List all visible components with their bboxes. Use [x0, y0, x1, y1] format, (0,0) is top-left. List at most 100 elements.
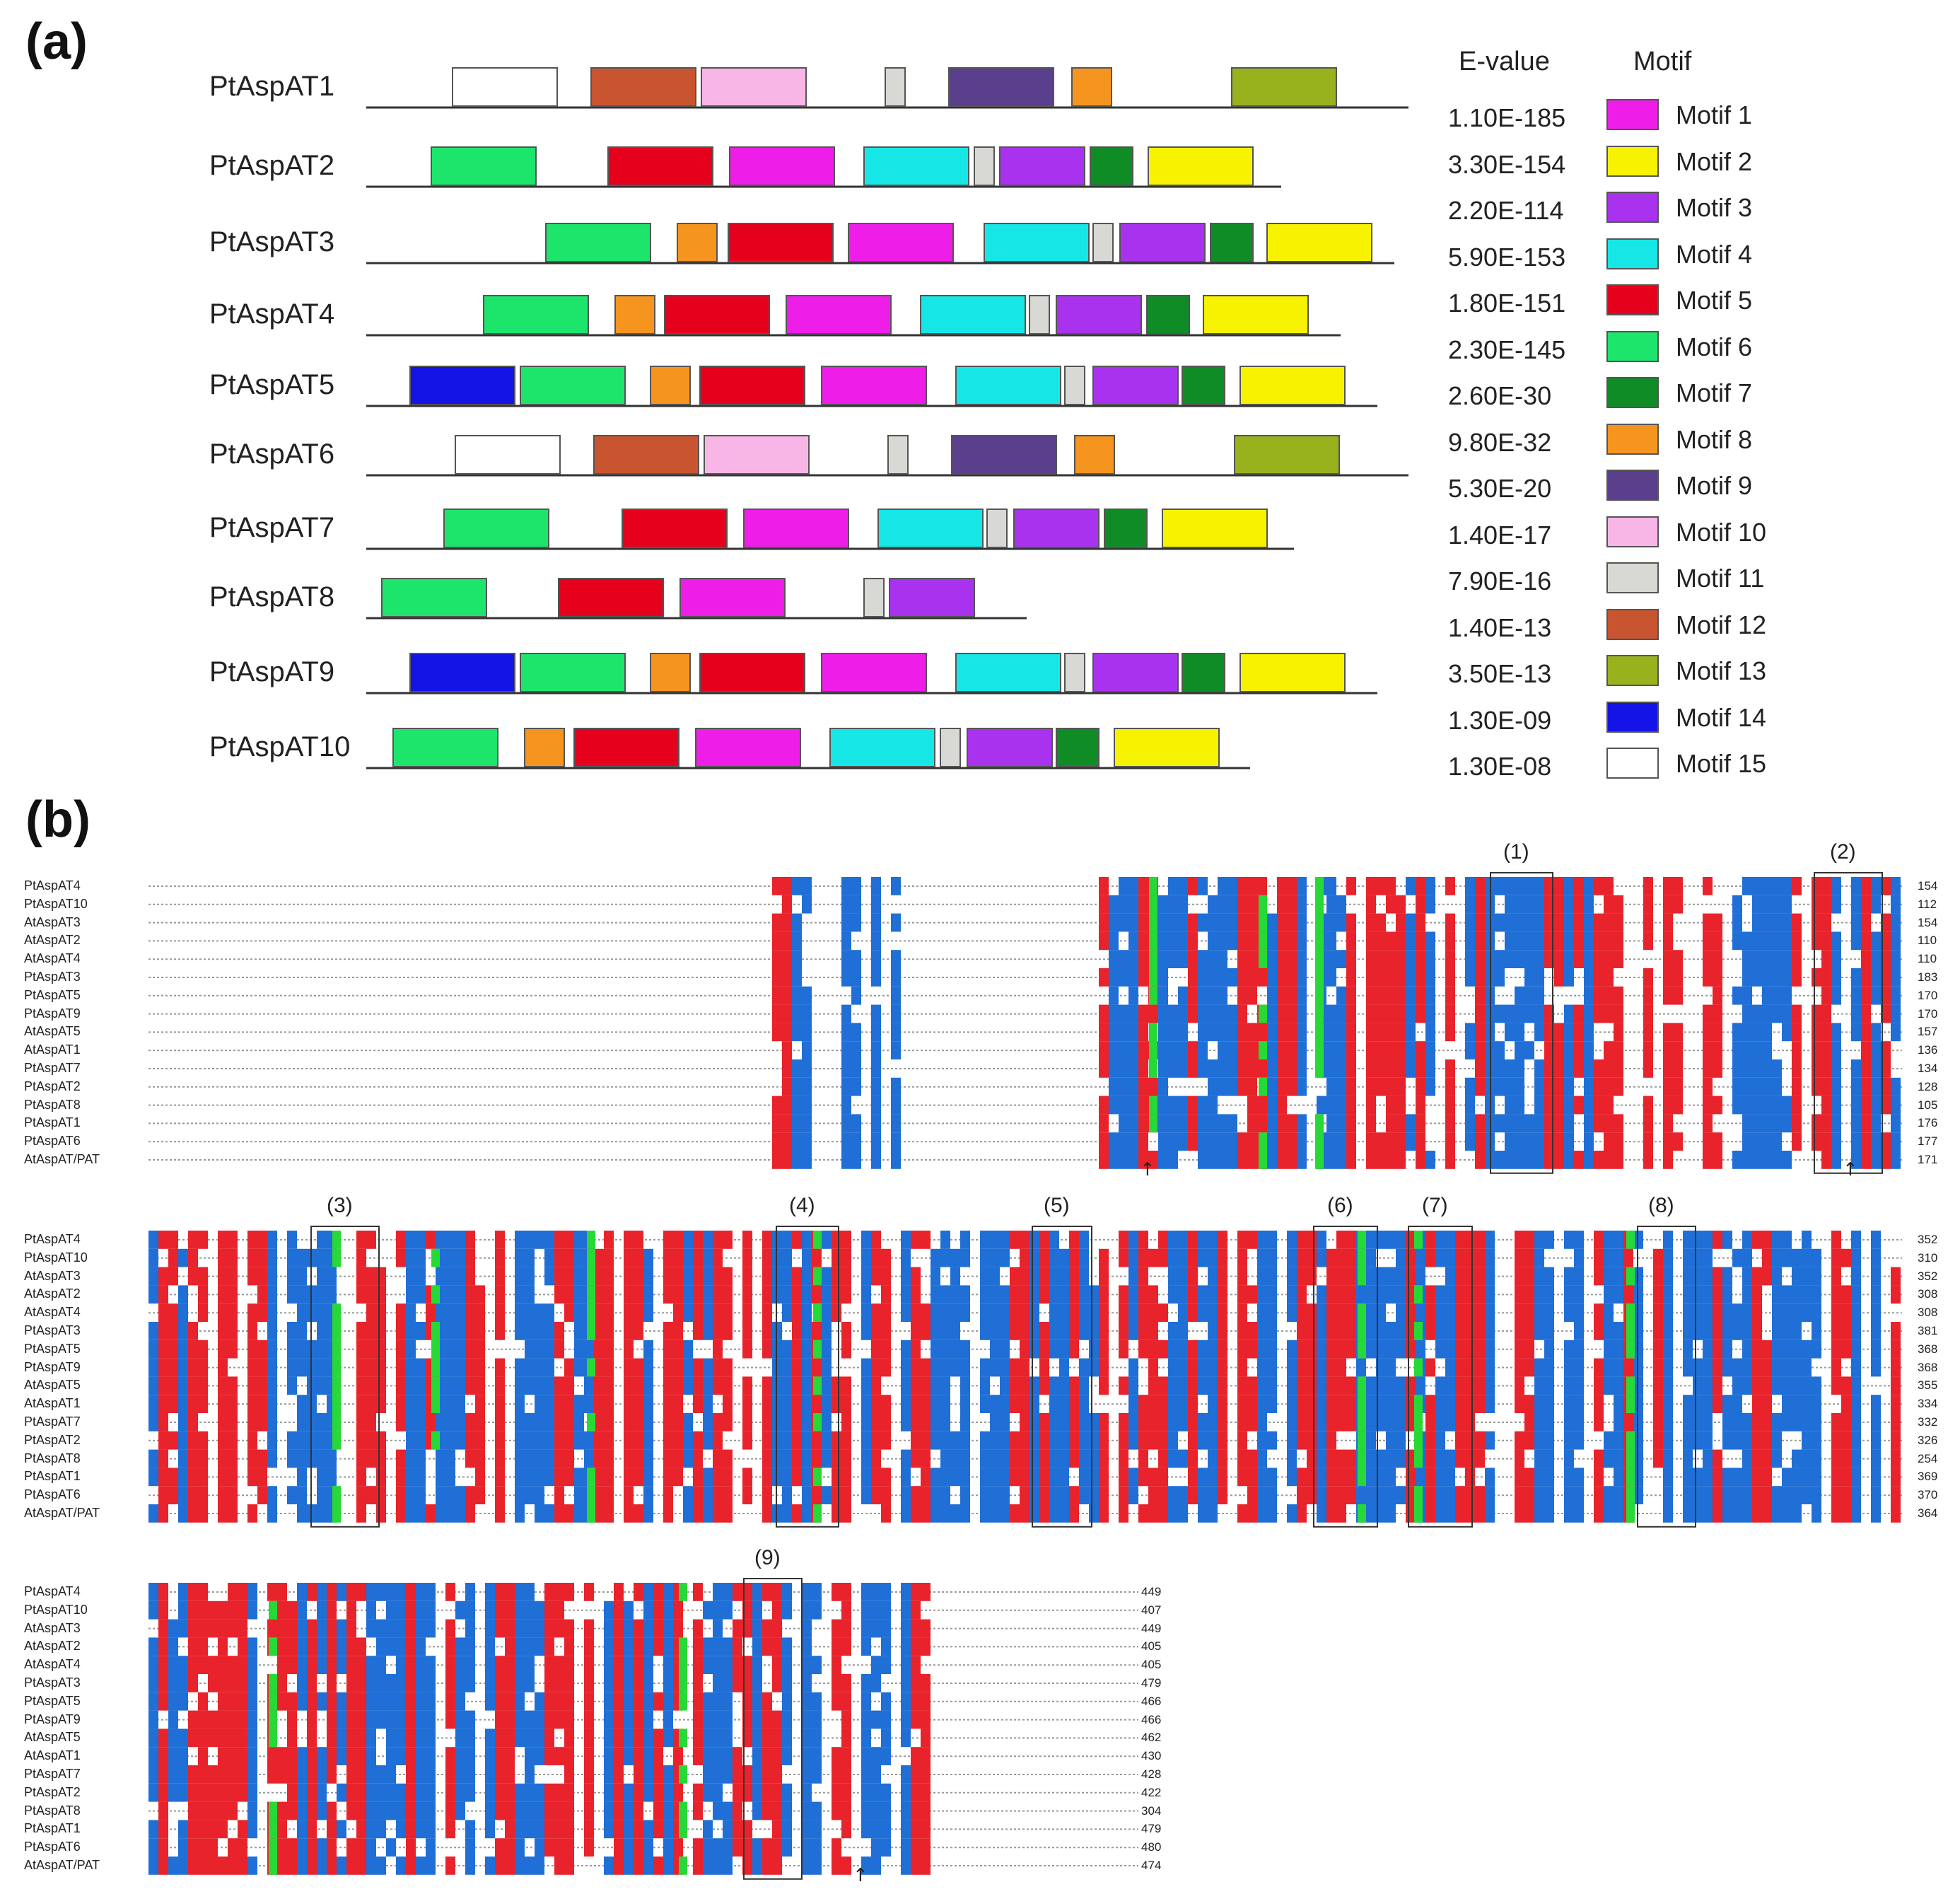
alignment-cell [643, 1376, 653, 1395]
alignment-cell [1247, 1096, 1257, 1115]
alignment-cell [1128, 1486, 1138, 1504]
alignment-cell [861, 1674, 871, 1692]
alignment-cell [614, 1619, 624, 1638]
alignment-cell [297, 1322, 307, 1340]
alignment-cell [604, 1231, 614, 1249]
alignment-cell [921, 1801, 931, 1820]
alignment-cell [198, 1619, 208, 1638]
alignment-cell [525, 1857, 535, 1875]
evalue-motif-15: 1.30E-08 [1448, 752, 1552, 781]
alignment-cell [346, 1729, 356, 1748]
motif-region-label: (8) [1648, 1194, 1674, 1217]
alignment-cell [1020, 1395, 1029, 1413]
alignment-cell [1831, 1449, 1841, 1468]
alignment-cell [960, 1376, 970, 1395]
alignment-cell [475, 1395, 485, 1413]
alignment-cell [1604, 1059, 1614, 1078]
alignment-cell [1812, 1059, 1821, 1078]
alignment-cell-green [431, 1285, 440, 1304]
alignment-cell [1346, 1413, 1356, 1431]
alignment-cell [1703, 1023, 1713, 1042]
alignment-cell [1326, 1303, 1336, 1322]
motif-box-PtAspAT5-motif-2 [1239, 366, 1346, 405]
alignment-cell [802, 1132, 812, 1151]
alignment-cell [188, 1322, 198, 1340]
alignment-cell [1782, 968, 1792, 987]
alignment-cell [1871, 1096, 1881, 1115]
alignment-cell [703, 1413, 713, 1431]
alignment-cell [1138, 931, 1148, 951]
alignment-cell [673, 1431, 683, 1450]
alignment-cell [1396, 1413, 1406, 1431]
alignment-cell [1812, 1114, 1821, 1133]
alignment-cell [723, 1692, 733, 1711]
alignment-cell [1653, 1322, 1663, 1340]
alignment-cell [713, 1600, 723, 1620]
alignment-cell [1683, 1322, 1693, 1340]
alignment-cell [1386, 1486, 1396, 1504]
motif-box-PtAspAT5-motif-5 [699, 366, 805, 405]
alignment-cell [1326, 1468, 1336, 1487]
alignment-cell [1000, 1231, 1010, 1249]
alignment-cell [782, 1468, 792, 1487]
alignment-cell [1128, 877, 1138, 895]
alignment-cell [1594, 1248, 1604, 1267]
alignment-cell [1772, 1504, 1782, 1523]
alignment-cell [1534, 895, 1544, 914]
alignment-cell [1317, 1096, 1326, 1115]
alignment-cell [911, 1600, 921, 1620]
alignment-cell [228, 1340, 238, 1359]
alignment-cell [1713, 1322, 1722, 1340]
alignment-cell [1505, 950, 1515, 968]
alignment-cell [1386, 1004, 1396, 1023]
alignment-cell [1752, 1096, 1762, 1115]
alignment-cell [871, 1132, 881, 1151]
alignment-cell [1782, 1486, 1792, 1504]
legend-swatch-motif-8 [1606, 423, 1659, 455]
motif-region-box [1408, 1226, 1473, 1528]
alignment-cell [1237, 986, 1247, 1005]
alignment-cell [1584, 895, 1594, 914]
alignment-cell [1158, 1303, 1168, 1322]
alignment-cell [1099, 1248, 1109, 1267]
alignment-cell-green [1149, 895, 1157, 914]
alignment-cell [297, 1303, 307, 1322]
alignment-cell [1049, 1267, 1059, 1286]
alignment-cell [1425, 1041, 1435, 1059]
alignment-cell [1376, 1468, 1386, 1487]
alignment-cell [535, 1340, 544, 1359]
alignment-end-number: 310 [1918, 1250, 1938, 1265]
alignment-cell [1198, 1059, 1208, 1078]
alignment-cell [614, 1674, 624, 1692]
alignment-cell [1851, 1431, 1861, 1450]
alignment-cell [198, 1267, 208, 1286]
alignment-cell [1158, 986, 1168, 1005]
alignment-cell [1188, 1431, 1198, 1450]
alignment-cell [1287, 1077, 1297, 1096]
alignment-cell [1564, 968, 1574, 987]
alignment-cell [1554, 950, 1564, 968]
alignment-cell [1821, 1041, 1831, 1059]
alignment-cell [1871, 1431, 1881, 1450]
alignment-cell [782, 1729, 792, 1748]
alignment-cell [495, 1504, 505, 1523]
alignment-cell [792, 1114, 802, 1133]
alignment-cell [1604, 895, 1614, 914]
alignment-cell [396, 1395, 406, 1413]
alignment-cell [1861, 1096, 1871, 1115]
alignment-cell [1128, 1004, 1138, 1023]
alignment-cell [445, 1231, 455, 1249]
alignment-cell [634, 1285, 643, 1304]
alignment-cell [1198, 1413, 1208, 1431]
alignment-cell [1168, 1096, 1178, 1115]
alignment-cell [901, 1637, 911, 1656]
alignment-cell [604, 1656, 614, 1674]
alignment-cell [1821, 1132, 1831, 1151]
alignment-cell [1534, 1059, 1544, 1078]
alignment-cell [931, 1468, 940, 1487]
alignment-cell [1455, 1303, 1465, 1322]
alignment-cell [564, 1303, 574, 1322]
alignment-cell [762, 1619, 772, 1638]
alignment-cell [980, 1303, 990, 1322]
alignment-cell [356, 1783, 366, 1802]
